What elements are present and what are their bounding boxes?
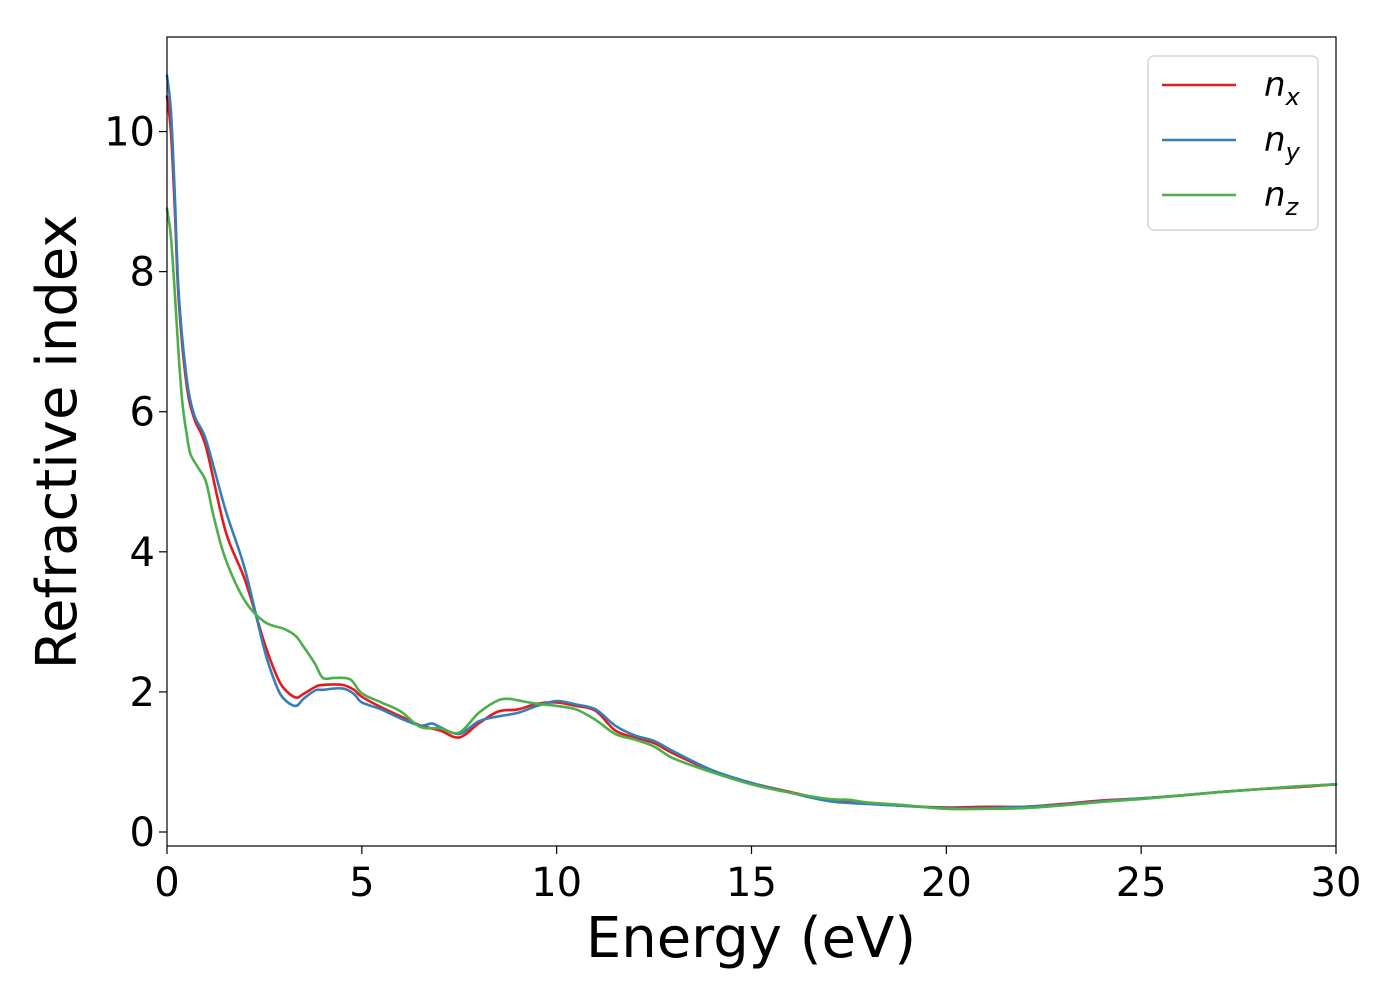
legend-label-ny: ny [1264,120,1301,166]
x-tick-label: 25 [1116,860,1167,906]
x-axis: 0 5 10 15 20 25 30 [154,846,1361,906]
legend-box [1147,55,1319,231]
y-axis-title: Refractive index [25,215,90,670]
x-axis-title: Energy (eV) [586,906,916,971]
legend-label-nz: nz [1264,175,1300,221]
x-tick-label: 30 [1311,860,1362,906]
y-tick-label: 0 [130,810,155,856]
x-tick-label: 5 [349,860,374,906]
y-tick-label: 6 [130,390,155,436]
y-tick-label: 8 [130,250,155,296]
legend: nx ny nz [1147,55,1319,231]
x-tick-label: 15 [726,860,777,906]
plot-lines [165,74,1338,811]
x-tick-label: 20 [921,860,972,906]
x-tick-label: 0 [154,860,179,906]
y-tick-label: 4 [130,530,155,576]
y-tick-label: 10 [104,110,155,156]
series-line-nz [165,207,1338,811]
y-axis: 0 2 4 6 8 10 [104,110,167,856]
y-tick-label: 2 [130,670,155,716]
legend-label-nx: nx [1264,65,1301,111]
x-tick-label: 10 [531,860,582,906]
